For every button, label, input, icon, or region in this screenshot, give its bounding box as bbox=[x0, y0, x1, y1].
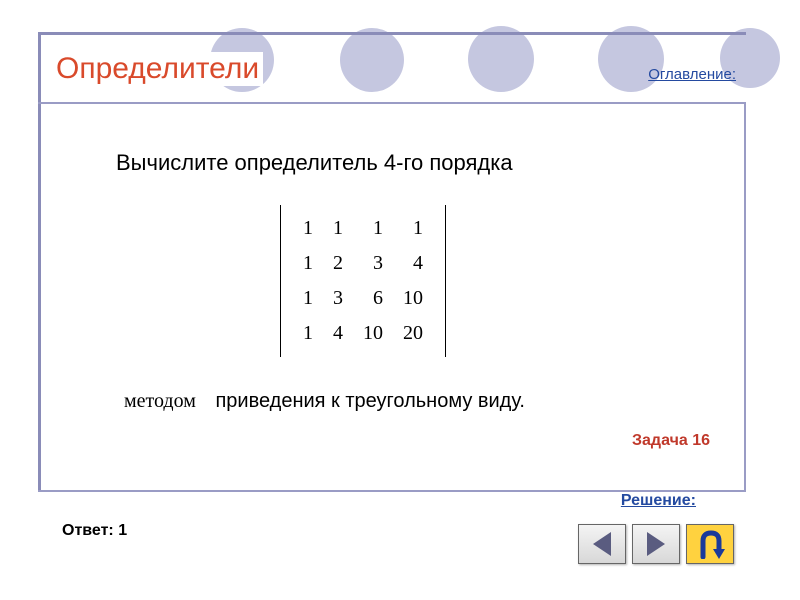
frame-border bbox=[38, 32, 41, 492]
matrix-cell: 1 bbox=[323, 211, 353, 246]
task-number: Задача 16 bbox=[632, 432, 710, 450]
frame-border bbox=[38, 32, 746, 35]
matrix-cell: 4 bbox=[393, 246, 433, 281]
matrix-cell: 10 bbox=[353, 316, 393, 351]
method-text: приведения к треугольному виду. bbox=[215, 390, 524, 412]
nav-button-group bbox=[578, 524, 734, 564]
answer-value: 1 bbox=[118, 522, 127, 539]
matrix-cell: 6 bbox=[353, 281, 393, 316]
page-title: Определители bbox=[52, 52, 263, 86]
circle-icon bbox=[340, 28, 404, 92]
matrix-cell: 1 bbox=[293, 281, 323, 316]
matrix-cell: 1 bbox=[293, 211, 323, 246]
answer-label: Ответ: bbox=[62, 522, 118, 539]
method-row: методом приведения к треугольному виду. bbox=[124, 390, 525, 413]
matrix-cell: 4 bbox=[323, 316, 353, 351]
solution-link[interactable]: Решение: bbox=[621, 492, 696, 510]
method-label: методом bbox=[124, 390, 196, 412]
determinant-matrix: 1 1 1 1 1 2 3 4 1 3 6 10 1 4 10 20 bbox=[280, 205, 446, 357]
triangle-left-icon bbox=[593, 532, 611, 556]
answer-text: Ответ: 1 bbox=[62, 522, 127, 540]
frame-border bbox=[38, 102, 746, 104]
matrix-cell: 1 bbox=[293, 316, 323, 351]
u-turn-icon bbox=[693, 529, 727, 559]
return-button[interactable] bbox=[686, 524, 734, 564]
triangle-right-icon bbox=[647, 532, 665, 556]
frame-border bbox=[744, 102, 746, 492]
problem-statement: Вычислите определитель 4-го порядка bbox=[116, 150, 513, 176]
matrix-cell: 3 bbox=[323, 281, 353, 316]
matrix-cell: 1 bbox=[293, 246, 323, 281]
matrix-cell: 10 bbox=[393, 281, 433, 316]
prev-button[interactable] bbox=[578, 524, 626, 564]
matrix-cell: 20 bbox=[393, 316, 433, 351]
matrix-cell: 1 bbox=[393, 211, 433, 246]
matrix-cell: 1 bbox=[353, 211, 393, 246]
matrix-cell: 3 bbox=[353, 246, 393, 281]
next-button[interactable] bbox=[632, 524, 680, 564]
circle-icon bbox=[468, 26, 534, 92]
toc-link[interactable]: Оглавление: bbox=[648, 66, 736, 83]
matrix-cell: 2 bbox=[323, 246, 353, 281]
